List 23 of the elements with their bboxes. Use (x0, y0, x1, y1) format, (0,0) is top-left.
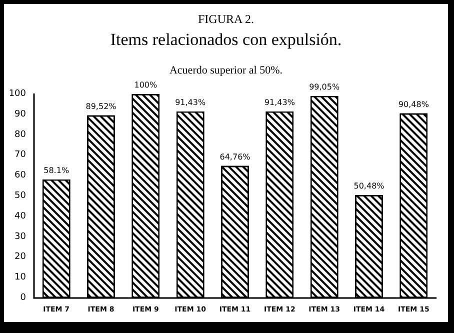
chart-title: FIGURA 2. (198, 12, 254, 26)
y-tick-label: 100 (8, 89, 26, 99)
y-tick-label: 70 (14, 150, 26, 160)
data-label: 91,43% (175, 98, 206, 107)
y-tick-label: 60 (14, 170, 26, 181)
y-tick-label: 10 (14, 272, 26, 283)
data-label: 90,48% (398, 100, 430, 109)
y-tick-label: 50 (14, 191, 26, 201)
y-tick-label: 40 (14, 211, 26, 222)
data-label: 50,48% (354, 182, 385, 191)
text: Acuerdo superior al 50%. (169, 64, 283, 76)
chart-subtitle: Items relacionados con expulsión. (110, 30, 342, 49)
y-tick-label: 30 (14, 232, 26, 242)
data-label: 89,52% (86, 102, 117, 111)
data-label: 91,43% (264, 98, 296, 107)
y-tick-label: 0 (20, 293, 26, 303)
data-label: 64,76% (220, 152, 251, 162)
data-label: 58.1% (44, 166, 70, 175)
y-tick-label: 80 (14, 130, 26, 140)
data-label: 99,05% (309, 82, 340, 92)
y-tick-label: 20 (14, 252, 26, 262)
y-tick-label: 90 (14, 109, 26, 120)
data-label: 100% (134, 80, 158, 90)
